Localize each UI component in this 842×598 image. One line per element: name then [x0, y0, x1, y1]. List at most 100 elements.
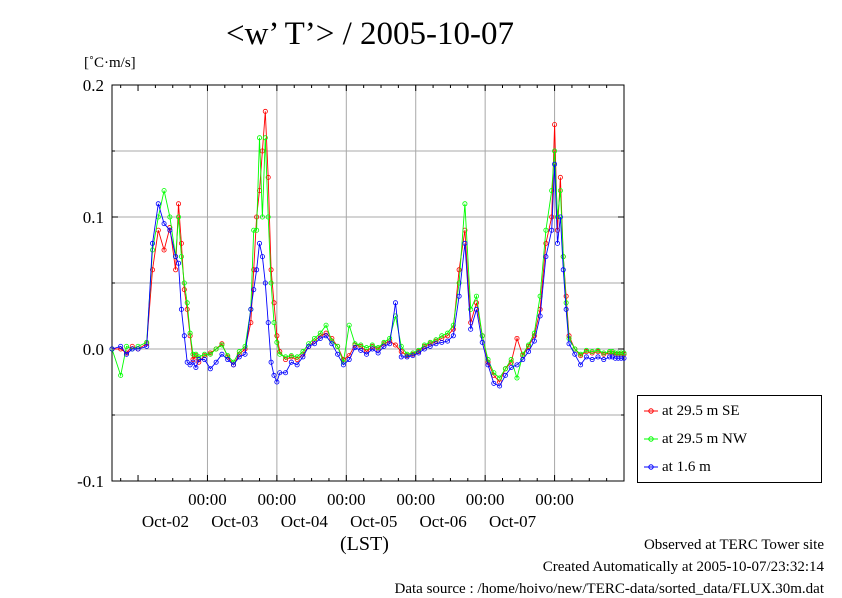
series-1-6m-point — [254, 267, 260, 273]
series-1-6m-point — [225, 357, 231, 363]
series-nw-point — [181, 280, 187, 286]
series-1-6m-point — [445, 338, 451, 344]
series-1-6m-point — [439, 339, 445, 345]
series-1-6m-point — [268, 359, 274, 365]
series-nw-point — [520, 351, 526, 357]
series-se-point — [543, 240, 549, 246]
series-1-6m-point — [265, 320, 271, 326]
series-1-6m-point — [387, 341, 393, 347]
series-nw-point — [317, 330, 323, 336]
series-se-point — [173, 267, 179, 273]
series-nw-point — [190, 351, 196, 357]
series-1-6m-point — [607, 354, 613, 360]
series-1-6m-point — [410, 353, 416, 359]
series-1-6m-point — [364, 351, 370, 357]
series-nw-point — [187, 330, 193, 336]
series-nw-point — [265, 214, 271, 220]
series-1-6m-point — [468, 326, 474, 332]
series-nw-point — [462, 201, 468, 207]
series-se-point — [549, 214, 555, 220]
series-se-line — [112, 111, 624, 383]
series-1-6m-point — [335, 351, 341, 357]
series-1-6m-point — [583, 354, 589, 360]
series-1-6m-point — [230, 362, 236, 368]
series-nw-point — [615, 350, 621, 356]
legend-label-nw: at 29.5 m NW — [662, 430, 747, 447]
series-nw-point — [583, 347, 589, 353]
series-nw-point — [193, 351, 199, 357]
series-1-6m-point — [392, 300, 398, 306]
series-nw-point — [526, 342, 532, 348]
series-nw-point — [259, 214, 265, 220]
series-nw-point — [543, 227, 549, 233]
series-nw-point — [236, 349, 242, 355]
x-tick-time-label: 00:00 — [188, 490, 227, 509]
series-nw-point — [445, 330, 451, 336]
series-1-6m-point — [560, 267, 566, 273]
series-1-6m-point — [178, 306, 184, 312]
series-1-6m-point — [135, 346, 141, 352]
series-1-6m-point — [118, 343, 124, 349]
series-1-6m-point — [317, 335, 323, 341]
series-1-6m-point — [248, 306, 254, 312]
series-nw-point — [479, 333, 485, 339]
series-1-6m-point — [589, 357, 595, 363]
series-se-point — [181, 287, 187, 293]
series-nw-point — [135, 343, 141, 349]
series-1-6m-point — [109, 346, 115, 352]
series-1-6m-point — [618, 355, 624, 361]
legend-item-se: at 29.5 m SE — [644, 399, 740, 423]
series-1-6m-point — [329, 341, 335, 347]
y-tick-label: 0.2 — [83, 76, 104, 95]
x-tick-date-label: Oct-05 — [350, 512, 397, 531]
series-se-point — [268, 267, 274, 273]
legend-item-1-6m: at 1.6 m — [644, 455, 711, 479]
series-nw-point — [485, 357, 491, 363]
series-nw-point — [207, 351, 213, 357]
series-1-6m-point — [161, 221, 167, 227]
series-1-6m-point — [456, 293, 462, 299]
series-1-6m-point — [193, 364, 199, 370]
series-1-6m-point — [398, 354, 404, 360]
series-1-6m-point — [123, 351, 129, 357]
series-nw-point — [358, 342, 364, 348]
x-tick-date-label: Oct-07 — [489, 512, 537, 531]
series-1-6m-point — [491, 380, 497, 386]
series-nw-point — [552, 148, 558, 154]
series-nw-point — [416, 347, 422, 353]
series-nw-point — [288, 353, 294, 359]
series-1-6m-point — [219, 351, 225, 357]
series-nw-point — [450, 322, 456, 328]
series-1-6m-point — [181, 333, 187, 339]
legend-label-1-6m: at 1.6 m — [662, 458, 711, 475]
series-1-6m-point — [552, 161, 558, 167]
series-1-6m-point — [262, 280, 268, 286]
series-nw-point — [557, 188, 563, 194]
series-1-6m-point — [167, 227, 173, 233]
series-1-6m-point — [242, 351, 248, 357]
series-nw-point — [612, 350, 618, 356]
series-nw-point — [514, 375, 520, 381]
series-1-6m-point — [187, 362, 193, 368]
series-1-6m-point — [566, 341, 572, 347]
series-1-6m-point — [207, 366, 213, 372]
series-nw-point — [262, 135, 268, 141]
series-nw-point — [491, 370, 497, 376]
series-se-point — [392, 342, 398, 348]
series-1-6m-point — [358, 347, 364, 353]
series-nw-point — [242, 343, 248, 349]
series-1-6m-point — [257, 240, 263, 246]
series-1-6m-point — [196, 357, 202, 363]
series-nw-point — [123, 343, 129, 349]
series-1-6m-point — [213, 359, 219, 365]
series-1-6m-point — [462, 240, 468, 246]
x-tick-date-label: Oct-04 — [281, 512, 329, 531]
legend-item-nw: at 29.5 m NW — [644, 427, 747, 451]
series-1-6m-point — [502, 372, 508, 378]
series-1-6m-point — [433, 341, 439, 347]
series-1-6m-point — [508, 364, 514, 370]
series-1-6m-point — [549, 227, 555, 233]
footer-observed: Observed at TERC Tower site — [643, 537, 824, 553]
series-1-6m-point — [520, 357, 526, 363]
